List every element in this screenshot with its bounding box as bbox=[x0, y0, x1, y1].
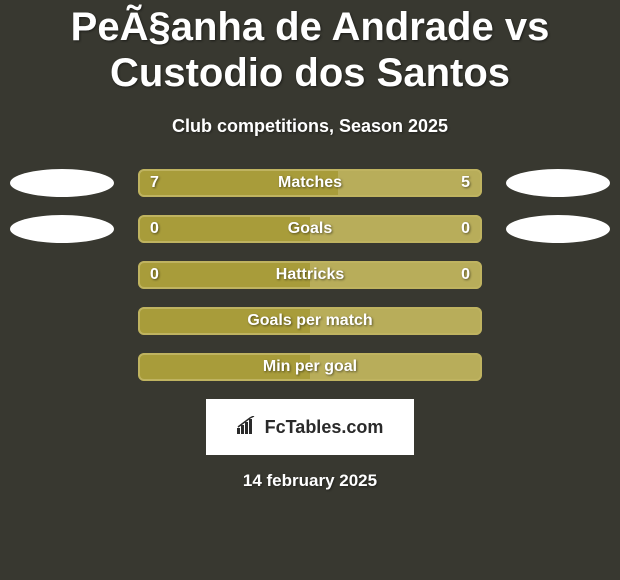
brand-badge: FcTables.com bbox=[206, 399, 414, 455]
value-right: 0 bbox=[461, 266, 470, 284]
bar-goals: 0 Goals 0 bbox=[138, 215, 482, 243]
avatar-right bbox=[506, 215, 610, 243]
date-text: 14 february 2025 bbox=[0, 471, 620, 491]
bar-goals-per-match: Goals per match bbox=[138, 307, 482, 335]
value-left: 7 bbox=[150, 174, 159, 192]
value-right: 5 bbox=[461, 174, 470, 192]
comparison-bars: 7 Matches 5 0 Goals 0 bbox=[0, 169, 620, 381]
bar-row-mpg: Min per goal bbox=[0, 353, 620, 381]
value-left: 0 bbox=[150, 266, 159, 284]
bar-row-matches: 7 Matches 5 bbox=[0, 169, 620, 197]
bar-label: Goals bbox=[288, 220, 332, 238]
bar-row-goals: 0 Goals 0 bbox=[0, 215, 620, 243]
bar-hattricks: 0 Hattricks 0 bbox=[138, 261, 482, 289]
bar-label: Hattricks bbox=[276, 266, 344, 284]
avatar-left bbox=[10, 169, 114, 197]
subtitle: Club competitions, Season 2025 bbox=[0, 116, 620, 137]
bar-label: Matches bbox=[278, 174, 342, 192]
bar-row-gpm: Goals per match bbox=[0, 307, 620, 335]
brand-text: FcTables.com bbox=[265, 417, 384, 438]
avatar-left bbox=[10, 215, 114, 243]
bar-min-per-goal: Min per goal bbox=[138, 353, 482, 381]
bar-label: Goals per match bbox=[247, 312, 372, 330]
bar-label: Min per goal bbox=[263, 358, 357, 376]
bar-matches: 7 Matches 5 bbox=[138, 169, 482, 197]
value-right: 0 bbox=[461, 220, 470, 238]
chart-icon bbox=[237, 416, 259, 439]
page-title: PeÃ§anha de Andrade vs Custodio dos Sant… bbox=[0, 4, 620, 96]
avatar-right bbox=[506, 169, 610, 197]
value-left: 0 bbox=[150, 220, 159, 238]
bar-row-hattricks: 0 Hattricks 0 bbox=[0, 261, 620, 289]
